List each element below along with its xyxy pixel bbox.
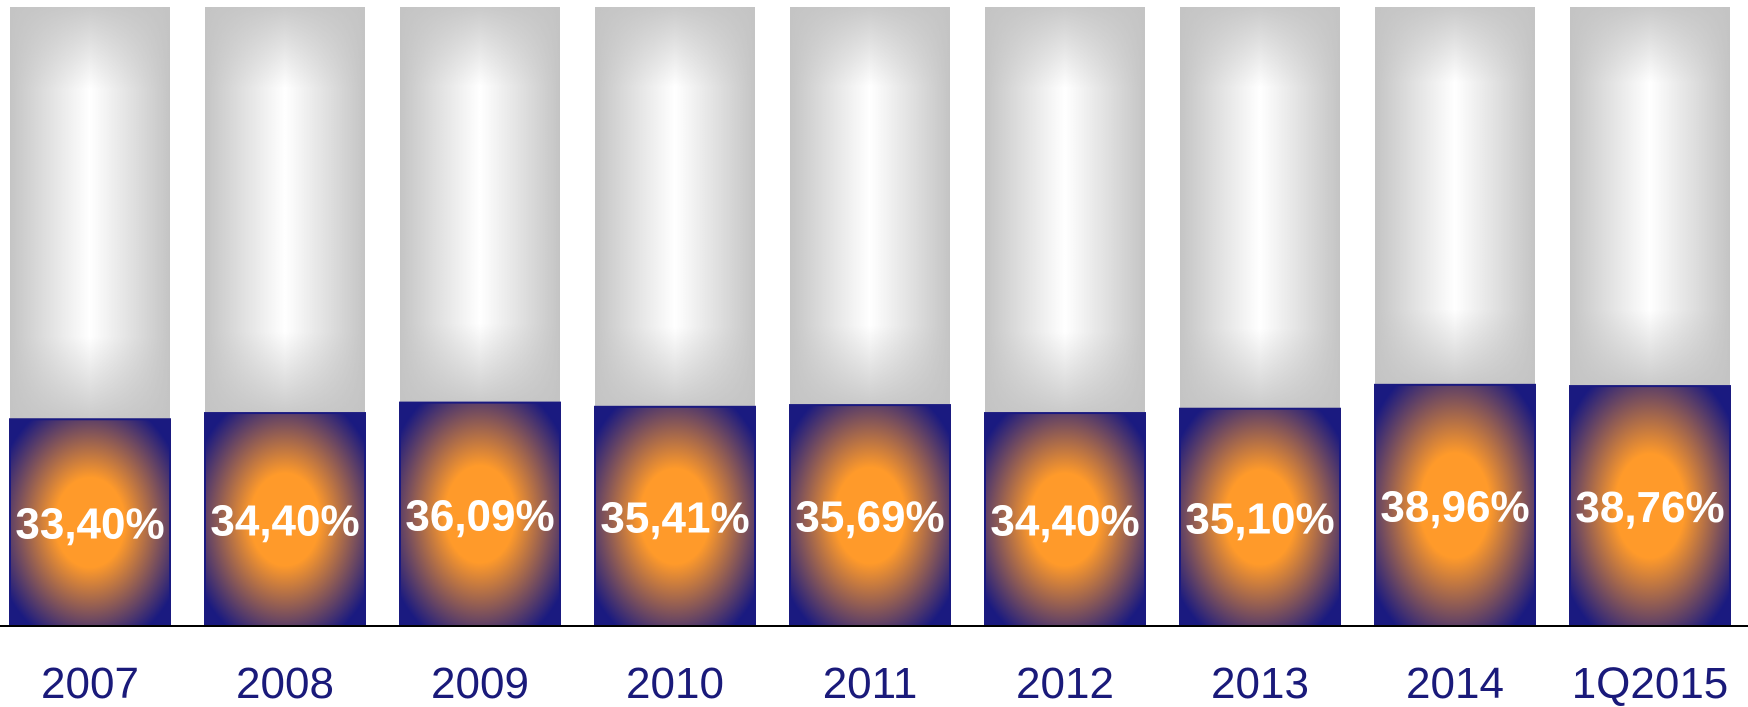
bars-group (9, 7, 1731, 627)
bar-share (399, 401, 561, 627)
bar-value-label: 36,09% (405, 491, 554, 540)
bar-value-label: 35,69% (795, 493, 944, 542)
bar-remainder-shade (400, 7, 560, 403)
bar-value-label: 35,41% (600, 493, 749, 542)
bar-value-label: 35,10% (1185, 494, 1334, 543)
x-tick-label: 2008 (236, 659, 334, 707)
bar-remainder-shade (205, 7, 365, 414)
bar-value-label: 38,96% (1380, 482, 1529, 531)
x-tick-label: 2011 (823, 659, 918, 707)
bar-value-label: 34,40% (990, 497, 1139, 546)
x-tick-label: 2014 (1406, 659, 1504, 707)
bar-share (789, 404, 951, 627)
bar-share (1569, 385, 1731, 627)
bar-remainder-shade (790, 7, 950, 406)
bar-remainder-shade (985, 7, 1145, 414)
bar-value-label: 34,40% (210, 497, 359, 546)
bar-share (1374, 383, 1536, 627)
bar-remainder-shade (10, 7, 170, 420)
bar-share (984, 412, 1146, 627)
x-tick-label: 2012 (1016, 659, 1114, 707)
bar-remainder-shade (1570, 7, 1730, 387)
bar-remainder-shade (1375, 7, 1535, 385)
value-labels-group: 33,40% 34,40% 36,09% 35,41% 35,69% 34,40% 35,1… (15, 482, 1724, 548)
bar-share (204, 412, 366, 627)
bar-remainder-shade (595, 7, 755, 407)
bar-remainder-shade (1180, 7, 1340, 409)
x-tick-label: 2009 (431, 659, 529, 707)
bar-value-label: 33,40% (15, 500, 164, 549)
x-tick-labels-group: 2007 2008 2009 2010 2011 2012 2013 2014 1Q2015 (41, 659, 1728, 707)
bar-share (1179, 407, 1341, 627)
x-tick-label: 2007 (41, 659, 139, 707)
x-tick-label: 1Q2015 (1572, 659, 1729, 707)
bar-value-label: 38,76% (1575, 483, 1724, 532)
x-tick-label: 2010 (626, 659, 724, 707)
x-tick-label: 2013 (1211, 659, 1309, 707)
bar-share (594, 405, 756, 627)
